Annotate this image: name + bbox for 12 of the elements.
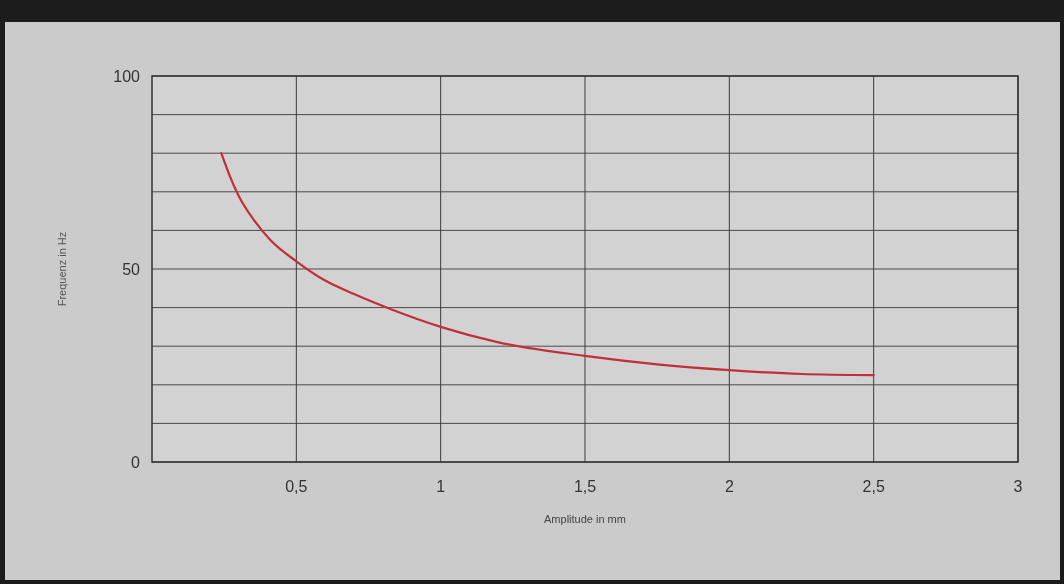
x-tick-label: 3 bbox=[1013, 478, 1023, 495]
y-tick-label: 100 bbox=[113, 67, 141, 85]
y-tick-label: 50 bbox=[122, 260, 141, 278]
y-axis-title: Frequenz in Hz bbox=[56, 231, 68, 307]
y-tick-label: 0 bbox=[131, 453, 141, 471]
x-tick-label: 2 bbox=[724, 478, 734, 495]
x-tick-label: 1 bbox=[436, 478, 446, 495]
line-series bbox=[220, 152, 875, 377]
x-tick-label: 1,5 bbox=[573, 478, 597, 495]
x-tick-label: 0,5 bbox=[285, 478, 308, 495]
x-axis-title: Amplitude in mm bbox=[544, 513, 626, 525]
x-tick-label: 2,5 bbox=[862, 478, 885, 495]
